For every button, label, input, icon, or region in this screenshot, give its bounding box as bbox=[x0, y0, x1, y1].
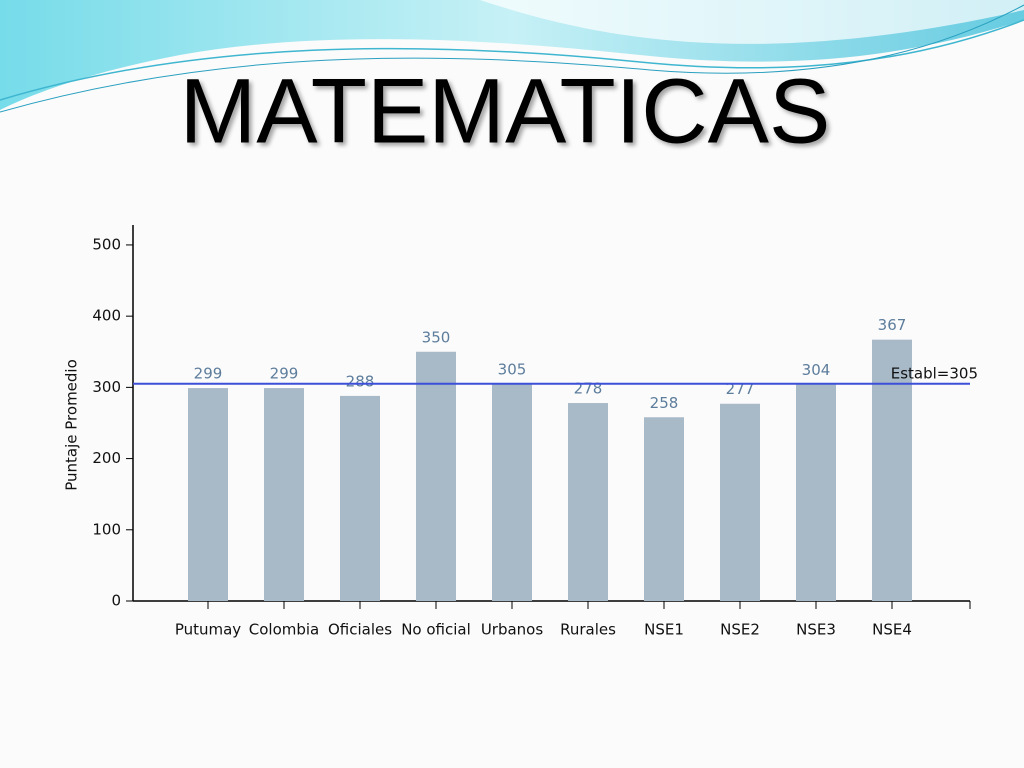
y-tick-label: 400 bbox=[92, 307, 121, 325]
slide-title: MATEMATICAS bbox=[180, 60, 831, 162]
x-tick-label: NSE2 bbox=[720, 621, 760, 639]
x-tick-label: Rurales bbox=[560, 621, 616, 639]
bar bbox=[188, 388, 228, 601]
bar bbox=[264, 388, 304, 601]
bar bbox=[720, 403, 760, 601]
bar bbox=[644, 417, 684, 601]
value-label: 304 bbox=[802, 361, 831, 379]
decor-line bbox=[0, 4, 1024, 113]
x-tick-label: Colombia bbox=[249, 621, 320, 639]
value-label: 278 bbox=[574, 380, 603, 398]
value-label: 299 bbox=[194, 365, 223, 383]
y-tick-label: 300 bbox=[92, 378, 121, 396]
decor-wave bbox=[480, 0, 1024, 44]
value-label: 367 bbox=[878, 316, 907, 334]
y-tick-label: 0 bbox=[111, 592, 121, 610]
value-label: 288 bbox=[346, 372, 375, 390]
x-tick-label: NSE3 bbox=[796, 621, 836, 639]
bar bbox=[416, 351, 456, 601]
bar bbox=[340, 395, 380, 601]
value-label: 305 bbox=[498, 360, 527, 378]
x-tick-label: No oficial bbox=[401, 621, 471, 639]
bar bbox=[568, 403, 608, 601]
value-label: 299 bbox=[270, 365, 299, 383]
decor-line bbox=[0, 19, 1024, 101]
y-tick-label: 200 bbox=[92, 449, 121, 467]
x-tick-label: Putumay bbox=[175, 621, 241, 639]
value-label: 350 bbox=[422, 328, 451, 346]
bar bbox=[796, 384, 836, 601]
y-tick-label: 500 bbox=[92, 235, 121, 253]
x-tick-label: NSE1 bbox=[644, 621, 684, 639]
reference-label: Establ=305 bbox=[891, 364, 978, 382]
x-tick-label: Urbanos bbox=[481, 621, 544, 639]
x-tick-label: Oficiales bbox=[328, 621, 392, 639]
value-label: 258 bbox=[650, 394, 679, 412]
bar bbox=[492, 383, 532, 601]
x-tick-label: NSE4 bbox=[872, 621, 912, 639]
y-axis-label: Puntaje Promedio bbox=[63, 359, 81, 491]
y-tick-label: 100 bbox=[92, 520, 121, 538]
